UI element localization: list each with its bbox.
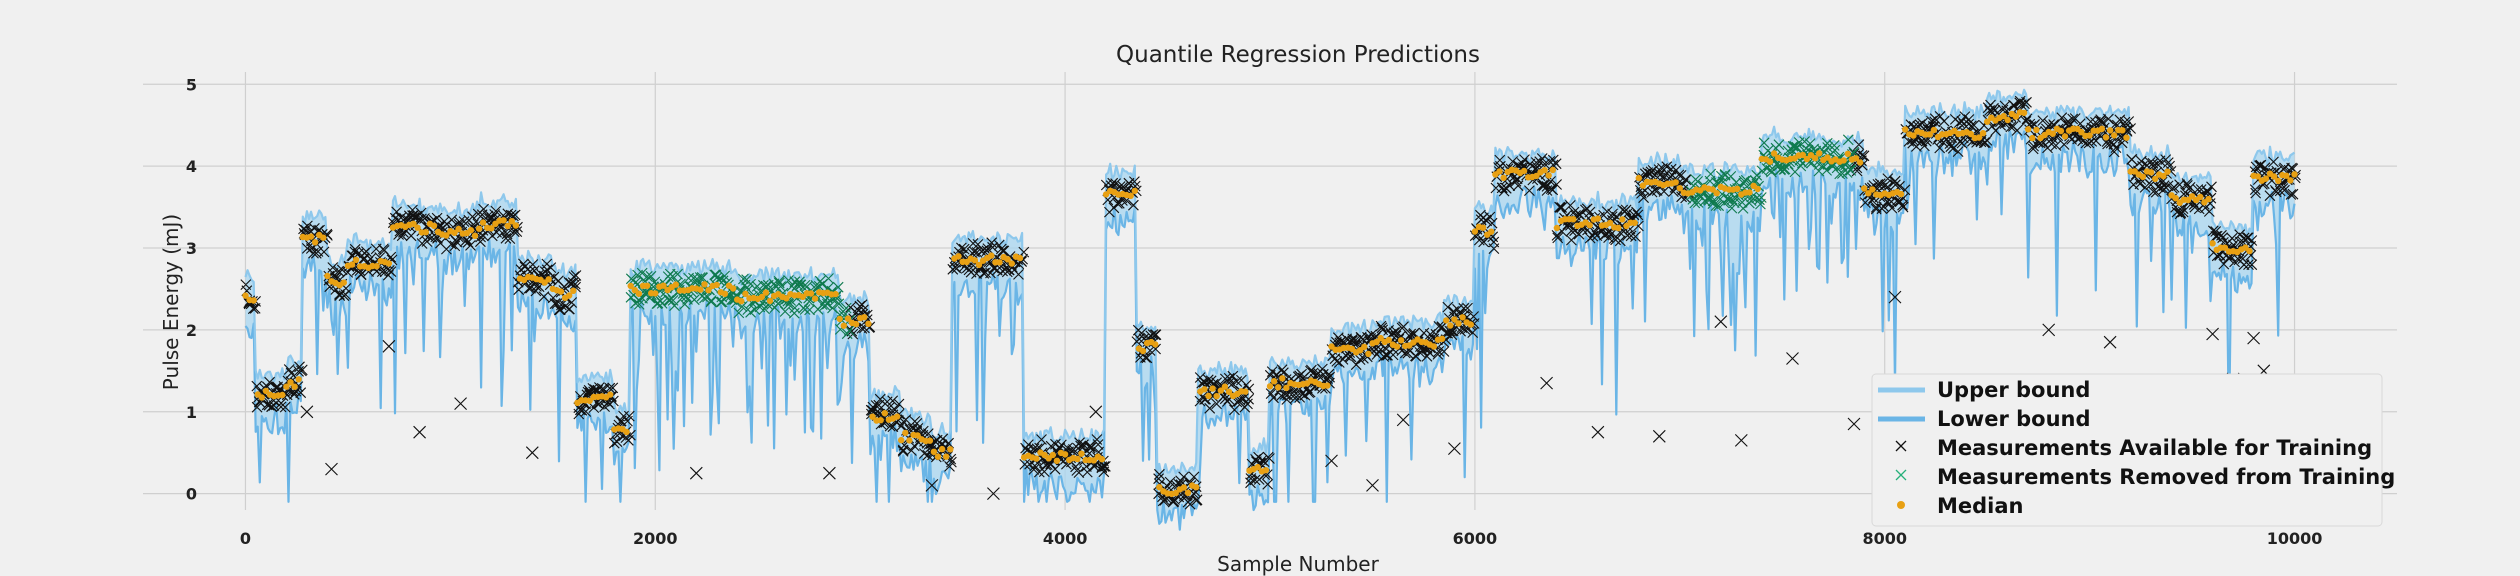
legend-label-median: Median — [1937, 494, 2024, 518]
legend: Upper bound Lower bound Measurements Ava… — [1871, 373, 2395, 527]
legend-swatch-median — [1897, 501, 1905, 509]
y-tick-label: 0 — [186, 485, 197, 504]
legend-label-removed: Measurements Removed from Training — [1937, 465, 2395, 489]
x-tick-label: 2000 — [633, 529, 678, 548]
x-tick-label: 4000 — [1043, 529, 1088, 548]
legend-label-lower: Lower bound — [1937, 407, 2091, 431]
y-tick-label: 4 — [186, 157, 197, 176]
x-tick-label: 8000 — [1862, 529, 1907, 548]
y-tick-label: 5 — [186, 75, 197, 94]
upper-bound-line — [244, 88, 2296, 477]
y-tick-label: 2 — [186, 321, 197, 340]
y-tick-label: 1 — [186, 403, 197, 422]
legend-label-available: Measurements Available for Training — [1937, 436, 2372, 460]
legend-swatch-available — [1895, 440, 1907, 452]
x-tick-label: 6000 — [1453, 529, 1498, 548]
lower-bound-series — [244, 128, 2296, 531]
x-tick-label: 0 — [240, 529, 251, 548]
legend-frame — [1871, 373, 2383, 527]
chart-title: Quantile Regression Predictions — [1116, 42, 1480, 68]
y-tick-label: 3 — [186, 239, 197, 258]
lower-bound-line — [244, 128, 2296, 531]
grid — [143, 72, 2397, 510]
legend-label-upper: Upper bound — [1937, 378, 2090, 402]
x-tick-label: 10000 — [2267, 529, 2323, 548]
legend-swatch-removed — [1895, 469, 1907, 481]
y-axis-label: Pulse Energy (mJ) — [159, 214, 183, 390]
upper-bound-series — [244, 88, 2296, 477]
x-axis-label: Sample Number — [1217, 552, 1379, 576]
axis-ticks: 0 2000 4000 6000 8000 10000 0 1 2 3 4 5 — [186, 75, 2323, 548]
